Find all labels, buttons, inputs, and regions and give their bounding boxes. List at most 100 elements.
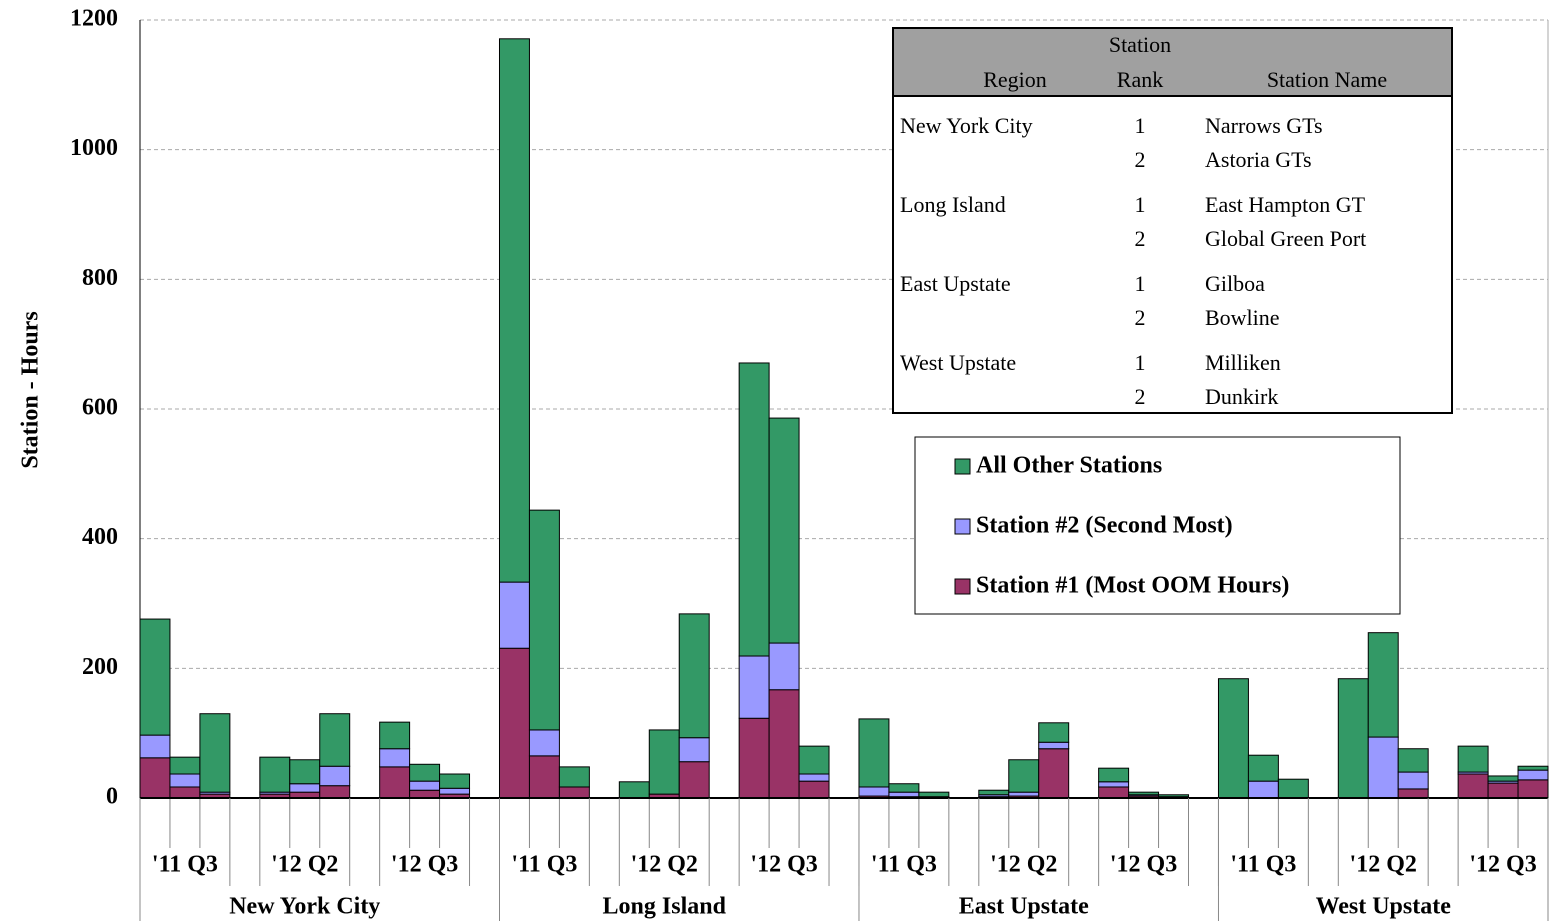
table-cell: New York City [900,113,1033,138]
table-cell: 2 [1135,147,1146,172]
bar-segment [1517,769,1549,781]
legend-swatch [954,578,971,595]
bar-segment [798,780,830,799]
bar-segment [498,581,530,649]
bar-segment [1337,678,1369,799]
bar-segment [648,729,680,795]
bar-segment [379,721,411,750]
table-header-cell: Region [983,67,1047,92]
bar-segment [528,509,560,731]
y-tick-label: 800 [82,265,118,291]
y-tick-label: 400 [82,524,118,550]
table-cell: Astoria GTs [1205,147,1312,172]
bar-segment [738,717,770,799]
table-header-cell: Rank [1117,67,1163,92]
bar-segment [768,642,800,691]
bar-segment [409,789,441,799]
table-cell: Gilboa [1205,271,1265,296]
bar-segment [1128,791,1160,796]
y-tick-label: 1200 [70,6,118,32]
y-axis-label: Station - Hours [18,311,44,468]
region-label: East Upstate [959,894,1089,920]
bar-segment [169,773,201,788]
bar-segment [139,618,171,736]
table-cell: 2 [1135,384,1146,409]
table-header-cell: Station Name [1267,67,1387,92]
bar-segment [1397,788,1429,799]
bar-segment [888,791,920,798]
group-label: '12 Q2 [1350,852,1417,878]
table-header [892,27,1453,97]
bar-segment [798,745,830,775]
bar-segment [1098,767,1130,783]
group-label: '11 Q3 [1230,852,1296,878]
bar-segment [888,783,920,793]
y-tick-label: 200 [82,654,118,680]
bar-segment [1038,722,1070,743]
table-header-cell: Station [1109,32,1171,57]
bar-segment [439,787,471,795]
table-cell: East Upstate [900,271,1011,296]
table-cell: East Hampton GT [1205,192,1366,217]
table-cell: West Upstate [900,350,1016,375]
bar-segment [678,613,710,739]
bar-segment [139,734,171,759]
legend-swatch [954,518,971,535]
bar-segment [169,756,201,775]
bar-segment [528,729,560,757]
group-label: '12 Q2 [631,852,698,878]
bar-segment [289,783,321,793]
bar-segment [1217,678,1249,799]
bar-segment [1487,775,1519,782]
table-cell: Milliken [1205,350,1281,375]
legend-swatch [954,458,971,475]
bar-segment [558,786,590,799]
table-cell: 1 [1135,192,1146,217]
bar-segment [319,785,351,799]
table-cell: Bowline [1205,305,1280,330]
legend-label: Station #1 (Most OOM Hours) [976,573,1289,599]
bar-segment [139,757,171,799]
bar-segment [319,713,351,767]
bar-segment [1367,736,1399,799]
table-cell: Narrows GTs [1205,113,1323,138]
bar-segment [259,756,291,793]
bar-segment [1517,779,1549,799]
bar-segment [1247,754,1279,782]
table-cell: Long Island [900,192,1006,217]
legend-box [914,436,1401,615]
bar-segment [858,786,890,797]
bar-segment [1277,778,1309,799]
bar-segment [1457,773,1489,799]
bar-segment [768,689,800,799]
bar-segment [798,773,830,782]
bar-segment [618,781,650,799]
bar-segment [1008,791,1040,797]
bar-segment [319,765,351,787]
group-label: '11 Q3 [152,852,218,878]
group-label: '11 Q3 [871,852,937,878]
table-cell: 1 [1135,350,1146,375]
y-tick-label: 600 [82,395,118,421]
bar-segment [409,780,441,791]
legend-label: Station #2 (Second Most) [976,513,1233,539]
legend-label: All Other Stations [976,453,1162,479]
region-label: Long Island [603,894,727,920]
bar-segment [678,737,710,763]
bar-segment [1487,782,1519,799]
bar-segment [1038,748,1070,799]
bar-segment [918,791,950,798]
table-cell: 1 [1135,113,1146,138]
bar-segment [558,766,590,788]
group-label: '12 Q2 [990,852,1057,878]
table-cell: 2 [1135,305,1146,330]
group-label: '12 Q2 [271,852,338,878]
group-label: '12 Q3 [750,852,817,878]
bar-segment [738,655,770,719]
bar-segment [289,759,321,785]
bar-segment [1158,794,1190,798]
bar-segment [498,38,530,583]
bar-segment [498,647,530,799]
bar-segment [1367,632,1399,738]
